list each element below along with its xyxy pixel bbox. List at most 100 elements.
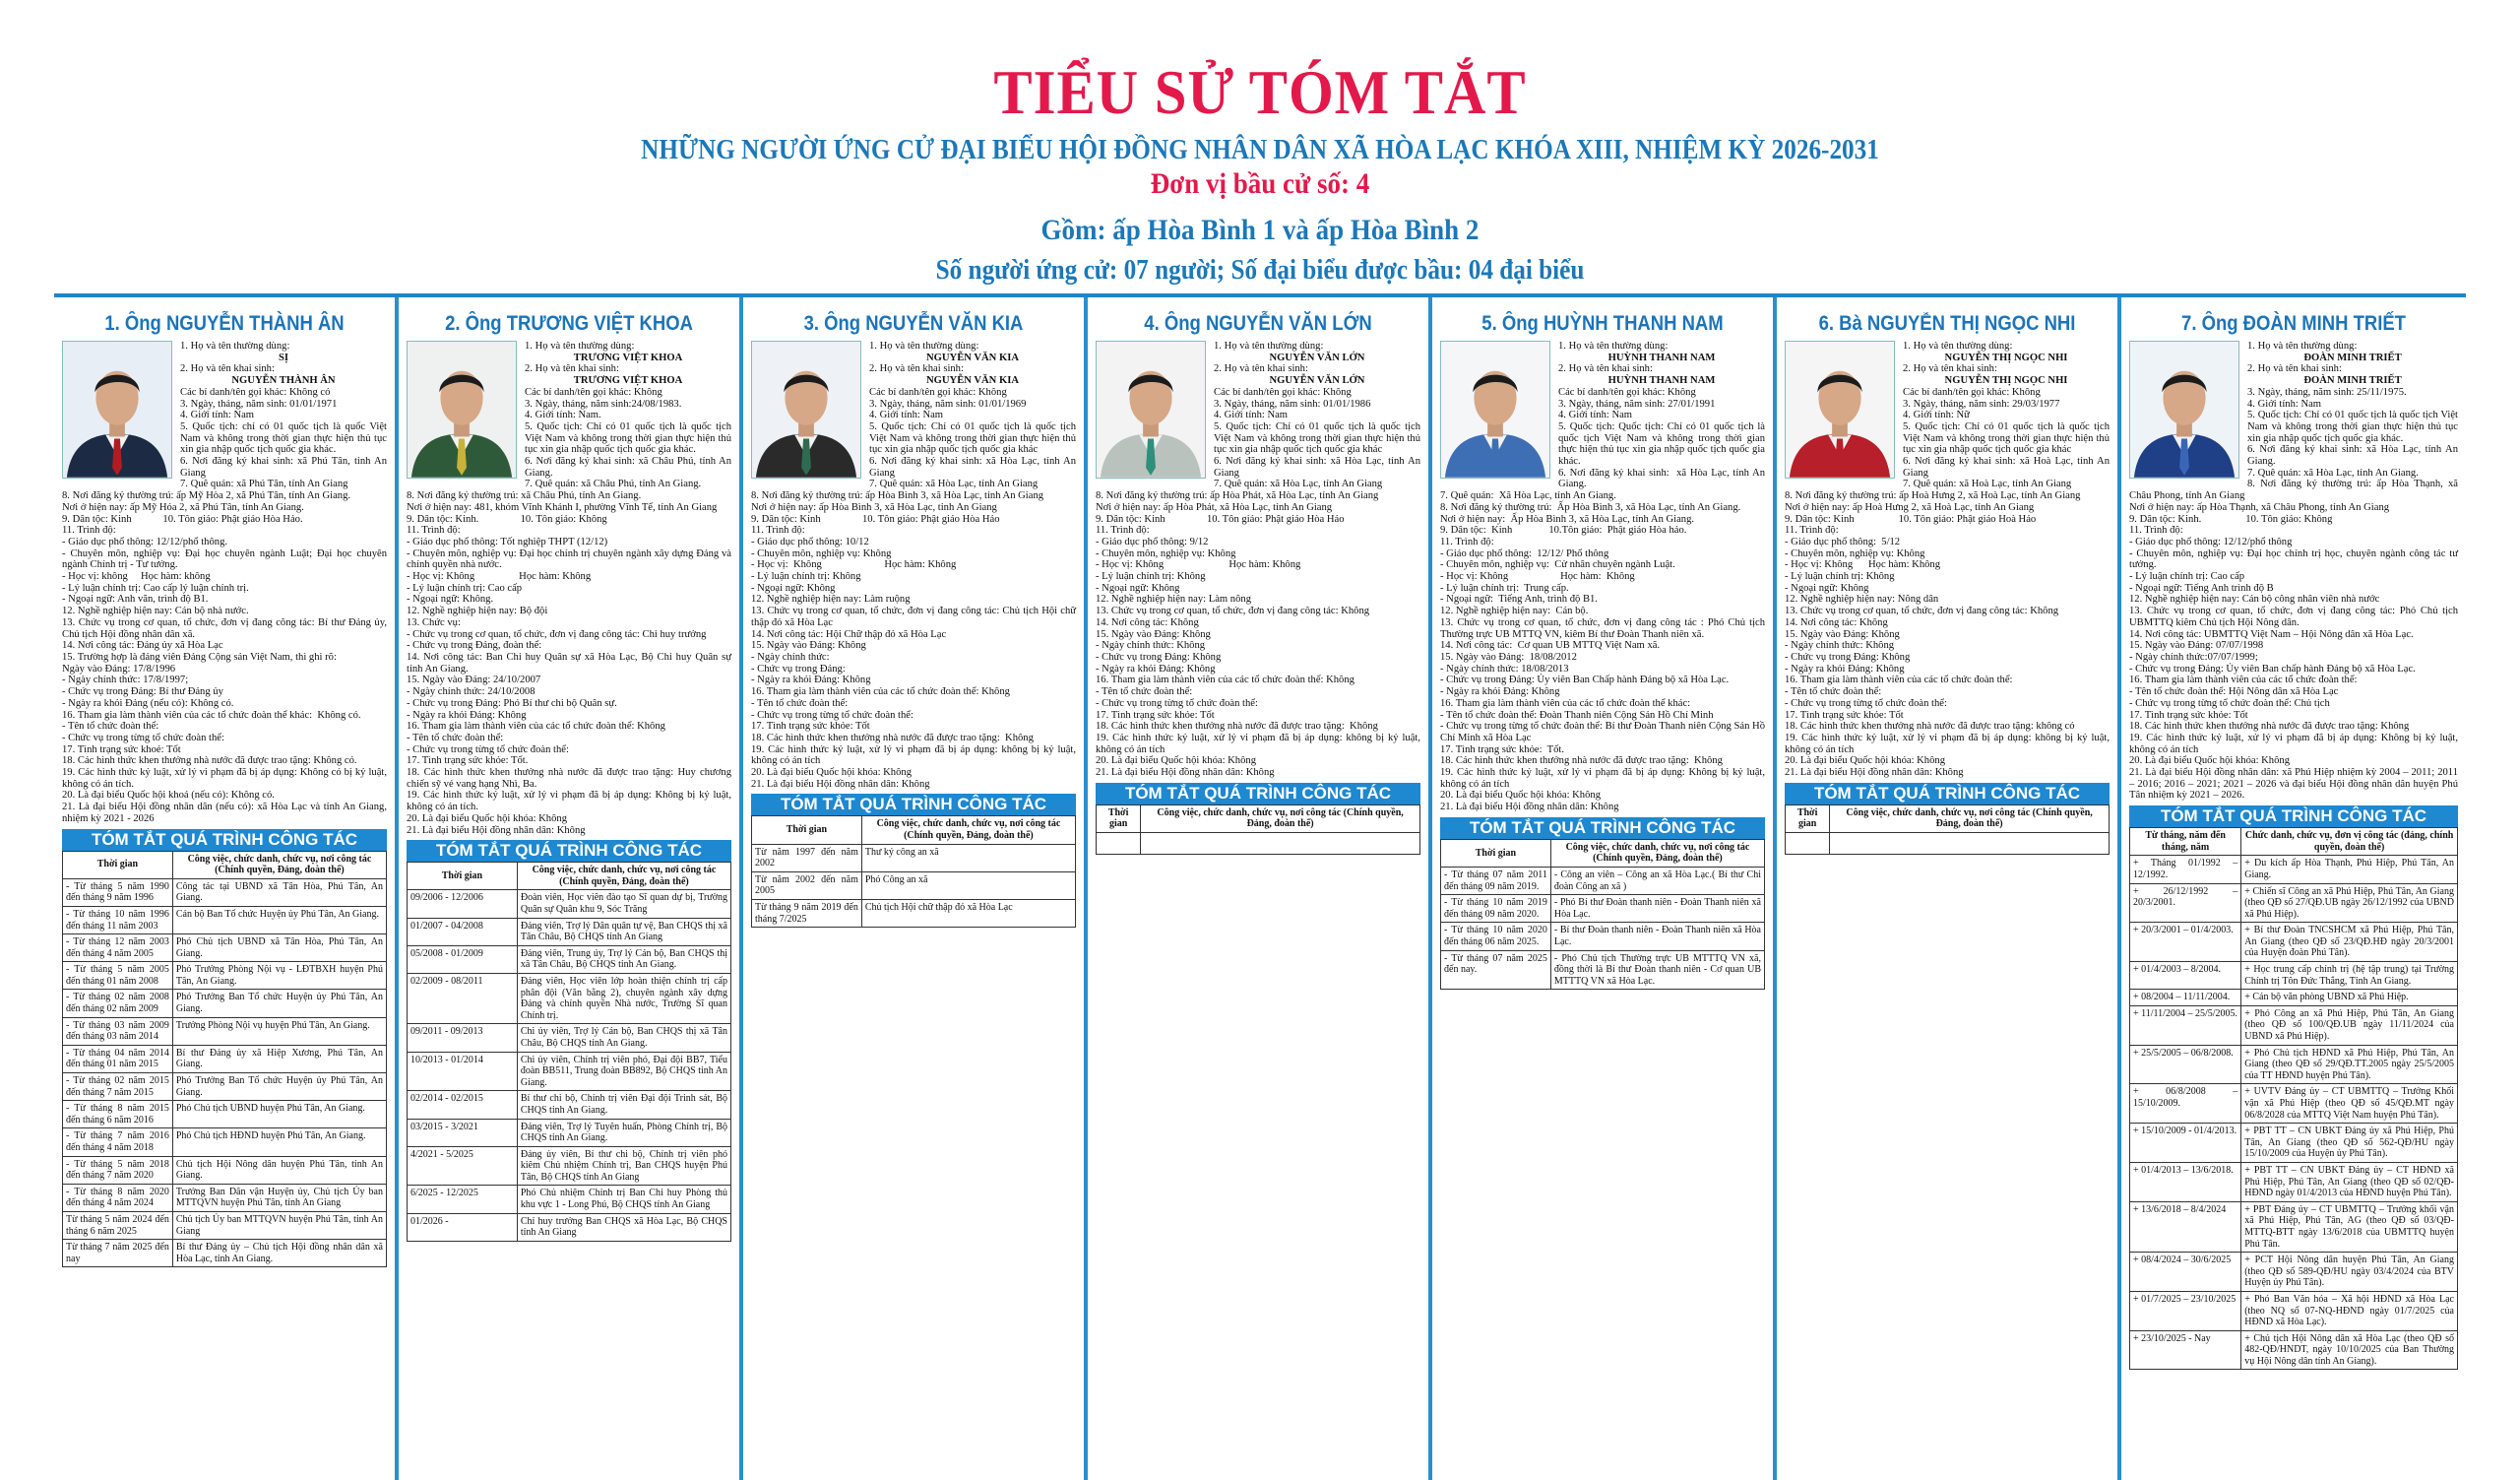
bio-line: - Tên tổ chức đoàn thể: Hội Nông dân xã … [2129, 686, 2339, 698]
work-history-table: Từ tháng, năm đến tháng, năm Chức danh, c… [2128, 827, 2458, 1371]
time-cell: - Từ tháng 04 năm 2014 đến tháng 01 năm … [62, 1044, 173, 1074]
bio-line: - Học vị: Không Học hàm: Không [407, 571, 592, 583]
bio-line: 20. Là đại biểu Quốc hội khóa: Không [1785, 755, 1945, 767]
position-column-header: Công việc, chức danh, chức vụ, nơi công … [860, 815, 1077, 845]
bio-line: - Ngày chính thức:07/07/1999; [2129, 651, 2258, 663]
bio-line: - Chức vụ trong Đảng: Bí thư Đảng ủy [62, 686, 223, 698]
work-history-band: TÓM TẮT QUÁ TRÌNH CÔNG TÁC [2129, 805, 2458, 828]
position-cell: - Bí thư Đoàn thanh niên - Đoàn Thanh ni… [1549, 922, 1766, 951]
bio-line: - Giáo dục phổ thông: 5/12 [1785, 536, 1901, 547]
candidate-photo [62, 341, 172, 479]
bio-line: - Chức vụ trong Đảng: Không [1096, 651, 1222, 663]
bio-line: 13. Chức vụ trong cơ quan, tổ chức, đơn … [2129, 606, 2461, 628]
table-row: 02/2014 - 02/2015 Bí thư chi bộ, Chính tr… [407, 1090, 732, 1120]
time-column-header: Thời gian [1784, 804, 1831, 833]
bio-line: - Tên tổ chức đoàn thể: [751, 697, 849, 709]
bio-line: 6. Nơi đăng ký khai sinh: xã Hòa Lạc, tỉ… [1558, 467, 1768, 490]
table-row: + 26/12/1992 – 20/3/2001. + Chiến sĩ Công… [2128, 882, 2458, 924]
candidate-column: 6. Bà NGUYỄN THỊ NGỌC NHI 1. Họ và tên t… [1777, 297, 2121, 1480]
bio-line: 20. Là đại biểu Quốc hội khóa: Không [2129, 755, 2290, 767]
time-cell: + 26/12/1992 – 20/3/2001. [2128, 882, 2242, 924]
bio-line: 13. Chức vụ: [407, 616, 461, 628]
table-row: - Từ tháng 8 năm 2020 đến tháng 4 năm 20… [62, 1183, 388, 1212]
position-cell: + Du kích ấp Hòa Thạnh, Phú Hiệp, Phú Tâ… [2240, 855, 2458, 884]
bio-line: - Chức vụ trong Đảng: [751, 663, 846, 675]
position-cell: Phó Công an xã [860, 870, 1077, 900]
bio-line: 1. Họ và tên thường dùng: [1903, 341, 2013, 352]
time-cell: + 20/3/2001 – 01/4/2003. [2128, 922, 2242, 963]
bio-line: 20. Là đại biểu Quốc hội khóa: Không [751, 767, 912, 779]
position-cell: Công tác tại UBND xã Tân Hòa, Phú Tân, A… [171, 877, 388, 907]
bio-line: - Tên tổ chức đoàn thể: [62, 721, 159, 733]
table-row: 09/2011 - 09/2013 Chi ủy viên, Trợ lý Cán… [407, 1023, 732, 1053]
bio-line: Nơi ở hiện nay: ấp Hoà Hưng 2, xã Hoà Lạ… [1785, 501, 2035, 513]
bio-line: 3. Ngày, tháng, năm sinh: 25/11/1975. [2247, 386, 2407, 398]
bio-name-line: SỊ [278, 352, 288, 363]
time-cell: - Từ tháng 07 năm 2011 đến tháng 09 năm … [1440, 867, 1551, 896]
candidate-name-heading: 1. Ông NGUYỄN THÀNH ÂN [104, 312, 345, 335]
bio-line: Ngày vào Đảng: 17/8/1996 [62, 663, 176, 675]
bio-line: - Chức vụ trong từng tổ chức đoàn thể: C… [2129, 697, 2330, 709]
bio-name-line: TRƯƠNG VIỆT KHOA [573, 352, 683, 363]
candidate-photo [1440, 341, 1550, 479]
bio-line: 8. Nơi đăng ký thường trú: Ấp Hòa Bình 3… [1440, 501, 1741, 513]
candidate-bio: 1. Họ và tên thường dùng: NGUYỄN THỊ NGỌC… [1785, 341, 2110, 779]
bio-line: 20. Là đại biểu Quốc hội khoá (nếu có): … [62, 790, 275, 802]
bio-line: - Chức vụ trong từng tổ chức đoàn thể: [407, 743, 569, 755]
bio-line: 4. Giới tính: Nữ [1903, 410, 1970, 421]
bio-line: 7. Quê quán: xã Hoà Lạc, tỉnh An Giang [1903, 479, 2072, 490]
bio-line: - Ngày ra khỏi Đảng: Không [751, 675, 871, 686]
bio-line: - Lý luận chính trị: Cao cấp lý luận chí… [62, 582, 249, 594]
poster-header: TIỂU SỬ TÓM TẮT NHỮNG NGƯỜI ỨNG CỬ ĐẠI B… [0, 59, 2520, 288]
bio-line: 16. Tham gia làm thành viên của các tổ c… [407, 721, 665, 733]
table-row: + 13/6/2018 – 8/4/2024 + PBT Đảng ủy – CT… [2128, 1200, 2458, 1254]
candidate-column: 3. Ông NGUYỄN VĂN KIA 1. Họ và tên thườn… [743, 297, 1088, 1480]
bio-line: - Giáo dục phổ thông: 12/12/ Phổ thông [1440, 547, 1609, 559]
bio-name-line: ĐOÀN MINH TRIẾT [2303, 352, 2402, 363]
poster-title: TIỂU SỬ TÓM TẮT [993, 57, 1527, 127]
time-cell: + 08/2004 – 11/11/2004. [2128, 989, 2242, 1006]
table-row: + 01/7/2025 – 23/10/2025 + Phó Ban Văn hó… [2128, 1290, 2458, 1331]
bio-line: - Ngoại ngữ: Tiếng Anh trình độ B [2129, 582, 2274, 594]
bio-line: 17. Tình trạng sức khỏe: Tốt [1096, 709, 1215, 721]
position-cell: Chủ tịch Hội Nông dân huyện Phú Tân, tỉn… [171, 1155, 388, 1185]
bio-line: 4. Giới tính: Nam [180, 410, 255, 421]
bio-line: 1. Họ và tên thường dùng: [525, 341, 635, 352]
bio-line: 6. Nơi đăng ký khai sinh: xã Hoà Lạc, tỉ… [1903, 456, 2112, 479]
time-cell: + 11/11/2004 – 25/5/2005. [2128, 1004, 2242, 1046]
bio-line: - Ngày ra khỏi Đảng: Không [1440, 686, 1560, 698]
time-cell: + Tháng 01/1992 – 12/1992. [2128, 855, 2242, 884]
bio-line: 16. Tham gia làm thành viên của các tổ c… [2129, 675, 2358, 686]
time-cell: - Từ tháng 03 năm 2009 đến tháng 03 năm … [62, 1016, 173, 1046]
table-row: 03/2015 - 3/2021 Đảng viên, Trợ lý Tuyên … [407, 1118, 732, 1147]
bio-line: 20. Là đại biểu Quốc hội khóa: Không [1096, 755, 1256, 767]
position-cell: - Công an viên – Công an xã Hòa Lạc.( Bí… [1549, 867, 1766, 896]
bio-line: 4. Giới tính: Nam [869, 410, 944, 421]
bio-line: - Chức vụ trong từng tổ chức đoàn thể: [62, 732, 224, 743]
table-header-row: Thời gian Công việc, chức danh, chức vụ, … [1784, 804, 2110, 833]
position-cell: + Phó Ban Văn hóa – Xã hội HĐND xã Hòa L… [2240, 1290, 2458, 1331]
bio-line: 13. Chức vụ trong cơ quan, tổ chức, đơn … [1785, 606, 2059, 617]
bio-line: 3. Ngày, tháng, năm sinh: 01/01/1971 [180, 398, 338, 410]
bio-line: 1. Họ và tên thường dùng: [1214, 341, 1324, 352]
candidate-column: 2. Ông TRƯƠNG VIỆT KHOA 1. Họ và tên thư… [399, 297, 743, 1480]
bio-line: - Học vị: Không Học hàm: Không [751, 559, 957, 571]
position-cell: - Phó Chủ tịch Thường trực UB MTTTQ VN x… [1549, 949, 1766, 991]
time-cell: - Từ tháng 5 năm 2018 đến tháng 7 năm 20… [62, 1155, 173, 1185]
position-cell: Cán bộ Ban Tổ chức Huyện ủy Phú Tân, An … [171, 905, 388, 935]
candidate-column: 4. Ông NGUYỄN VĂN LỚN 1. Họ và tên thườn… [1088, 297, 1432, 1480]
bio-line: - Ngoại ngữ: Tiếng Anh, trình độ B1. [1440, 594, 1598, 606]
bio-line: 12. Nghề nghiệp hiện nay: Cán bộ. [1440, 606, 1589, 617]
bio-line: - Ngày ra khỏi Đảng: Không [1785, 663, 1905, 675]
bio-line: 1. Họ và tên thường dùng: [2247, 341, 2358, 352]
bio-line: - Học vị: Không Học hàm: Không [1440, 571, 1635, 583]
bio-line: 12. Nghề nghiệp hiện nay: Cán bộ nhà nướ… [62, 606, 249, 617]
time-cell: 10/2013 - 01/2014 [407, 1051, 518, 1092]
position-cell: Đảng viên, Trung úy, Trợ lý Cán bộ, Ban … [516, 944, 732, 974]
time-cell: + 08/4/2024 – 30/6/2025 [2128, 1252, 2242, 1292]
table-header-row: Thời gian Công việc, chức danh, chức vụ, … [1095, 804, 1420, 833]
table-row: + 01/4/2013 – 13/6/2018. + PBT TT – CN UB… [2128, 1161, 2458, 1202]
table-row: - Từ tháng 03 năm 2009 đến tháng 03 năm … [62, 1016, 388, 1046]
work-history-band: TÓM TẮT QUÁ TRÌNH CÔNG TÁC [1785, 782, 2110, 804]
bio-line: 19. Các hình thức kỷ luật, xử lý vi phạm… [62, 767, 390, 790]
